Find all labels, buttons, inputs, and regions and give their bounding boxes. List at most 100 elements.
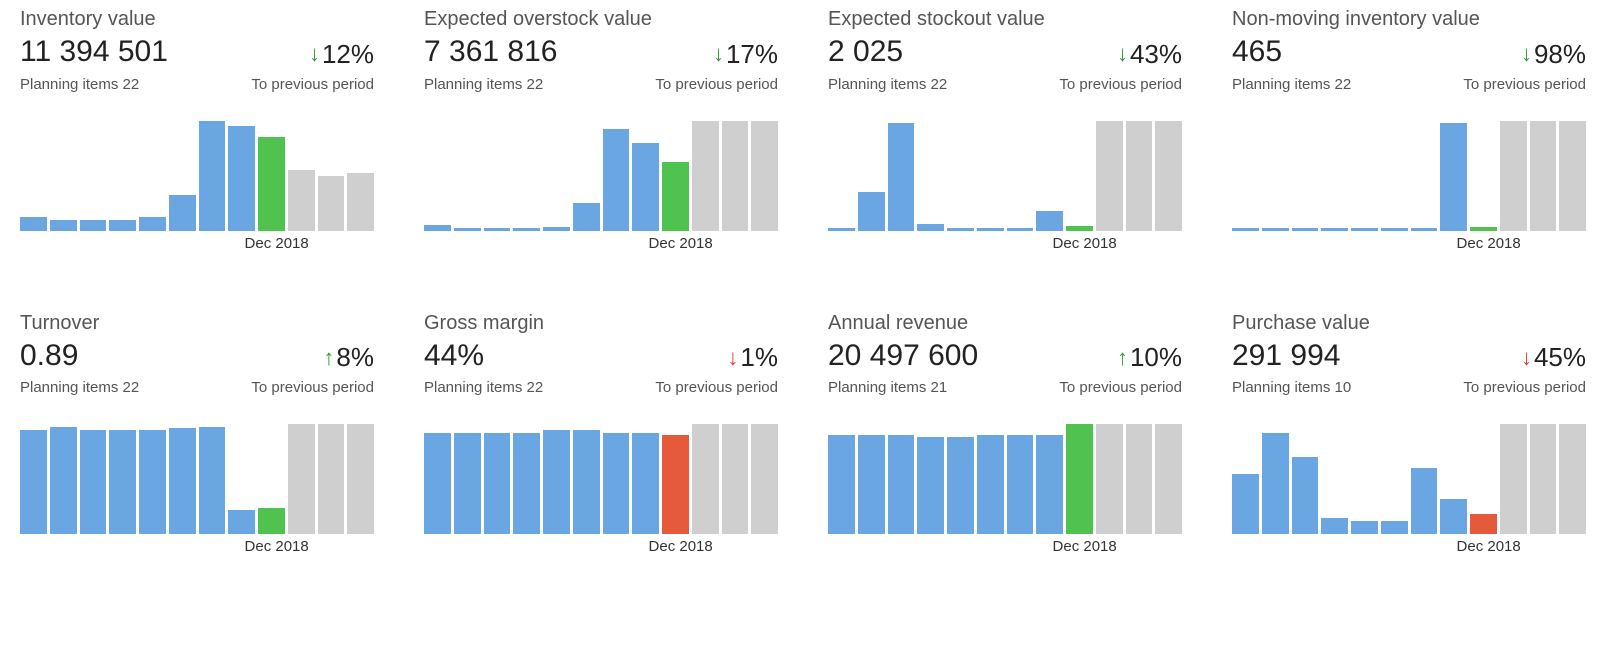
chart-bar xyxy=(603,129,630,230)
kpi-chart: Dec 2018 xyxy=(1232,121,1586,252)
kpi-delta: ↓98% xyxy=(1521,39,1586,70)
kpi-value: 7 361 816 xyxy=(424,35,557,69)
planning-items-label: Planning items 10 xyxy=(1232,379,1351,396)
kpi-title: Purchase value xyxy=(1232,312,1586,335)
kpi-value-row: 2 025 ↓43% xyxy=(828,35,1182,76)
bar-chart xyxy=(1232,424,1586,534)
planning-items-label: Planning items 22 xyxy=(828,76,947,93)
chart-bar xyxy=(662,435,689,534)
kpi-card-expected-stockout[interactable]: Expected stockout value2 025↓43%Planning… xyxy=(828,8,1182,252)
kpi-card-expected-overstock[interactable]: Expected overstock value7 361 816↓17%Pla… xyxy=(424,8,778,252)
kpi-value: 0.89 xyxy=(20,339,78,373)
chart-bar xyxy=(722,121,749,231)
to-previous-label: To previous period xyxy=(1059,76,1182,93)
chart-bar xyxy=(573,203,600,231)
bar-chart xyxy=(828,424,1182,534)
kpi-dashboard: Inventory value11 394 501↓12%Planning it… xyxy=(20,8,1586,555)
chart-bar xyxy=(977,435,1004,534)
chart-bar xyxy=(109,220,136,231)
kpi-card-non-moving-inventory[interactable]: Non-moving inventory value 465 ↓98% Plannin… xyxy=(1232,8,1586,252)
chart-bar xyxy=(828,228,855,230)
chart-bar xyxy=(228,126,255,231)
planning-items-label: Planning items 22 xyxy=(20,76,139,93)
kpi-sub-row: Planning items 22To previous period xyxy=(20,76,374,93)
chart-bar xyxy=(139,430,166,535)
chart-bar xyxy=(917,437,944,534)
chart-bar xyxy=(1007,435,1034,534)
chart-bar xyxy=(947,437,974,534)
chart-bar xyxy=(543,227,570,230)
kpi-delta-pct: 98% xyxy=(1534,39,1586,70)
chart-bar xyxy=(1066,424,1093,534)
kpi-delta: ↑10% xyxy=(1117,342,1182,373)
chart-bar xyxy=(1232,228,1259,230)
chart-bar xyxy=(1411,468,1438,534)
chart-bar xyxy=(722,424,749,534)
chart-bar xyxy=(888,123,915,231)
kpi-sub-row: Planning items 22To previous period xyxy=(424,379,778,396)
kpi-title: Turnover xyxy=(20,312,374,335)
chart-bar xyxy=(1096,424,1123,534)
chart-bar xyxy=(1036,211,1063,231)
chart-bar xyxy=(1262,228,1289,230)
chart-bar xyxy=(1232,474,1259,535)
kpi-value-row: 20 497 600↑10% xyxy=(828,339,1182,380)
kpi-value: 291 994 xyxy=(1232,339,1340,373)
chart-bar xyxy=(1351,521,1378,534)
chart-xaxis-label: Dec 2018 xyxy=(1232,538,1586,555)
kpi-card-turnover[interactable]: Turnover 0.89 ↑8% Planning items 22To previ… xyxy=(20,312,374,556)
kpi-sub-row: Planning items 21 To previous period xyxy=(828,379,1182,396)
chart-bar xyxy=(454,228,481,230)
bar-chart xyxy=(828,121,1182,231)
kpi-delta-pct: 8% xyxy=(336,342,374,373)
to-previous-label: To previous period xyxy=(655,76,778,93)
kpi-delta: ↓45% xyxy=(1521,342,1586,373)
chart-bar xyxy=(424,433,451,534)
chart-bar xyxy=(828,435,855,534)
kpi-value-row: 7 361 816 ↓17% xyxy=(424,35,778,76)
kpi-delta: ↓43% xyxy=(1117,39,1182,70)
chart-bar xyxy=(751,121,778,231)
chart-bar xyxy=(1381,228,1408,230)
chart-bar xyxy=(1096,121,1123,231)
kpi-delta: ↓12% xyxy=(309,39,374,70)
kpi-sub-row: Planning items 22To previous period xyxy=(1232,76,1586,93)
kpi-card-purchase-value[interactable]: Purchase value 291 994 ↓45% Planning items … xyxy=(1232,312,1586,556)
kpi-chart: Dec 2018 xyxy=(424,121,778,252)
kpi-delta: ↑8% xyxy=(323,342,374,373)
kpi-value: 2 025 xyxy=(828,35,903,69)
kpi-sub-row: Planning items 10To previous period xyxy=(1232,379,1586,396)
chart-bar xyxy=(424,225,451,231)
chart-bar xyxy=(1321,228,1348,230)
kpi-title: Non-moving inventory value xyxy=(1232,8,1586,31)
chart-bar xyxy=(1559,424,1586,534)
kpi-delta-pct: 17% xyxy=(726,39,778,70)
chart-bar xyxy=(513,433,540,534)
kpi-title: Inventory value xyxy=(20,8,374,31)
planning-items-label: Planning items 21 xyxy=(828,379,947,396)
chart-bar xyxy=(603,433,630,534)
chart-bar xyxy=(169,428,196,534)
planning-items-label: Planning items 22 xyxy=(424,379,543,396)
kpi-value: 465 xyxy=(1232,35,1282,69)
to-previous-label: To previous period xyxy=(1059,379,1182,396)
kpi-card-gross-margin[interactable]: Gross margin44%↓1%Planning items 22To pr… xyxy=(424,312,778,556)
kpi-card-annual-revenue[interactable]: Annual revenue20 497 600↑10%Planning ite… xyxy=(828,312,1182,556)
kpi-card-inventory-value[interactable]: Inventory value11 394 501↓12%Planning it… xyxy=(20,8,374,252)
arrow-down-icon: ↓ xyxy=(1521,43,1532,65)
bar-chart xyxy=(424,121,778,231)
chart-bar xyxy=(50,220,77,231)
kpi-delta: ↓1% xyxy=(727,342,778,373)
chart-xaxis-label: Dec 2018 xyxy=(20,235,374,252)
kpi-sub-row: Planning items 22 To previous period xyxy=(828,76,1182,93)
kpi-delta-pct: 43% xyxy=(1130,39,1182,70)
chart-bar xyxy=(1007,228,1034,230)
arrow-up-icon: ↑ xyxy=(323,347,334,369)
chart-bar xyxy=(1126,424,1153,534)
chart-bar xyxy=(1470,514,1497,534)
kpi-value-row: 0.89 ↑8% xyxy=(20,339,374,380)
kpi-sub-row: Planning items 22To previous period xyxy=(20,379,374,396)
chart-bar xyxy=(1411,228,1438,230)
chart-xaxis-label: Dec 2018 xyxy=(20,538,374,555)
kpi-delta: ↓17% xyxy=(713,39,778,70)
